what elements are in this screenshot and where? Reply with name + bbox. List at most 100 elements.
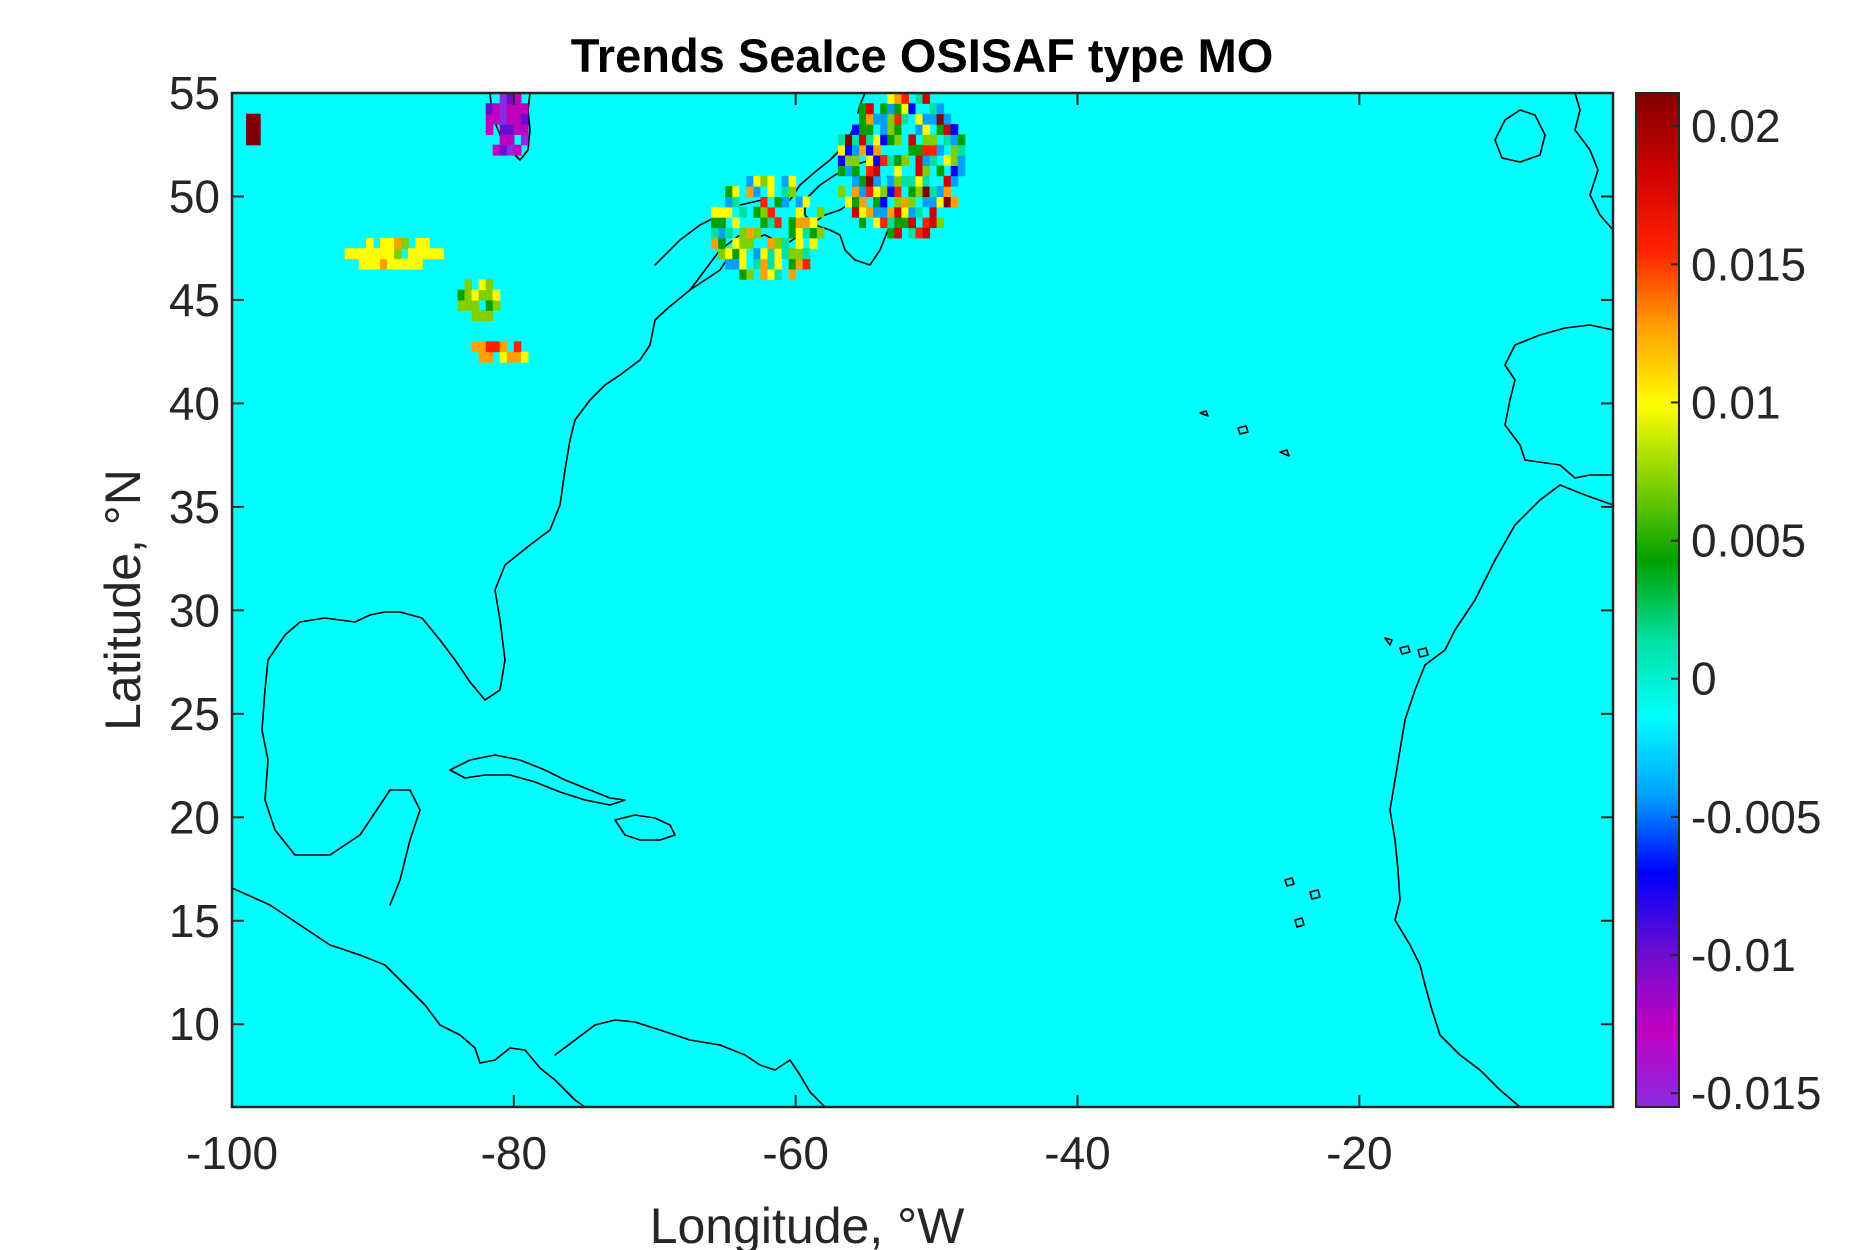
trend-cell	[859, 124, 867, 135]
trend-cell	[929, 217, 938, 229]
trend-cell	[767, 206, 776, 218]
trend-cell	[950, 196, 959, 208]
trend-cell	[845, 165, 853, 177]
trend-cell	[880, 186, 888, 197]
trend-cell	[922, 144, 931, 156]
trend-cell	[880, 103, 888, 115]
trend-cell	[901, 196, 909, 208]
trend-cell	[774, 186, 783, 197]
trend-cell	[520, 113, 529, 125]
x-tick-label: -60	[762, 1127, 828, 1179]
trend-cell	[915, 196, 924, 208]
trend-cell	[802, 258, 811, 270]
trend-cell	[365, 237, 374, 249]
trend-cell	[852, 196, 860, 208]
trend-cell	[887, 196, 895, 208]
trend-cell	[929, 206, 938, 218]
trend-cell	[711, 227, 719, 239]
trend-cell	[859, 186, 867, 197]
trend-cell	[950, 165, 959, 177]
trend-cell	[915, 155, 924, 166]
trend-cell	[718, 206, 726, 218]
trend-cell	[943, 124, 952, 135]
trend-cell	[929, 175, 938, 187]
trend-cell	[859, 103, 867, 115]
trend-cell	[866, 206, 874, 218]
trend-cell	[894, 186, 902, 197]
trend-cell	[929, 103, 938, 115]
trend-cell	[760, 175, 768, 187]
chart-title: Trends SeaIce OSISAF type MO	[571, 29, 1274, 82]
trend-cell	[485, 310, 494, 322]
trend-cell	[380, 248, 388, 260]
trend-cell	[788, 268, 797, 280]
trend-cell	[950, 144, 959, 156]
trend-cell	[725, 186, 733, 197]
trend-cell	[845, 196, 853, 208]
trend-cell	[901, 103, 909, 115]
trend-cell	[837, 144, 846, 156]
trend-cell	[753, 227, 761, 239]
trend-cell	[739, 237, 747, 249]
trend-cell	[809, 227, 818, 239]
trend-cell	[950, 155, 959, 166]
trend-cell	[746, 186, 754, 197]
trend-cell	[887, 186, 895, 197]
trend-cell	[394, 258, 402, 270]
trend-cell	[852, 113, 860, 125]
trend-cell	[957, 165, 966, 177]
trend-cell	[725, 227, 733, 239]
trend-cell	[506, 113, 515, 125]
trend-cell	[788, 175, 797, 187]
trend-cell	[422, 237, 430, 249]
trend-cell	[457, 289, 466, 301]
trend-cell	[760, 217, 768, 229]
trend-cell	[908, 144, 916, 156]
trend-cell	[873, 134, 881, 146]
trend-cell	[936, 103, 945, 115]
trend-cell	[901, 93, 909, 104]
trend-cell	[845, 175, 853, 187]
trend-cell	[901, 217, 909, 229]
trend-cell	[922, 134, 931, 146]
trend-cell	[408, 258, 416, 270]
trend-cell	[485, 279, 494, 291]
trend-cell	[859, 113, 867, 125]
trend-cell	[415, 258, 423, 270]
trend-cell	[246, 134, 254, 146]
trend-cell	[513, 124, 522, 135]
trend-cell	[457, 299, 466, 311]
trend-cell	[471, 310, 480, 322]
trend-cell	[866, 186, 874, 197]
trend-cell	[718, 217, 726, 229]
trend-cell	[365, 258, 374, 270]
trend-cell	[492, 113, 501, 125]
trend-cell	[901, 124, 909, 135]
trend-cell	[506, 93, 515, 104]
trend-cell	[520, 134, 529, 146]
trend-cell	[774, 196, 783, 208]
trend-cell	[725, 196, 733, 208]
trend-cell	[894, 134, 902, 146]
y-tick-label: 25	[169, 688, 220, 740]
trend-cell	[387, 248, 395, 260]
colorbar-tick-label: 0.02	[1691, 100, 1781, 152]
trend-cell	[915, 113, 924, 125]
trend-cell	[795, 206, 804, 218]
trend-cell	[506, 103, 515, 115]
trend-cell	[746, 248, 754, 260]
trend-cell	[936, 217, 945, 229]
trend-cell	[492, 144, 501, 156]
trend-cell	[852, 206, 860, 218]
trend-cell	[746, 268, 754, 280]
trend-cell	[866, 155, 874, 166]
trend-cell	[887, 113, 895, 125]
trend-cell	[908, 134, 916, 146]
anomaly-cells	[246, 93, 966, 363]
trend-cell	[795, 248, 804, 260]
trend-cell	[380, 237, 388, 249]
trend-cell	[915, 206, 924, 218]
trend-cell	[746, 175, 754, 187]
y-tick-label: 35	[169, 481, 220, 533]
colorbar-gradient	[1636, 93, 1679, 1107]
